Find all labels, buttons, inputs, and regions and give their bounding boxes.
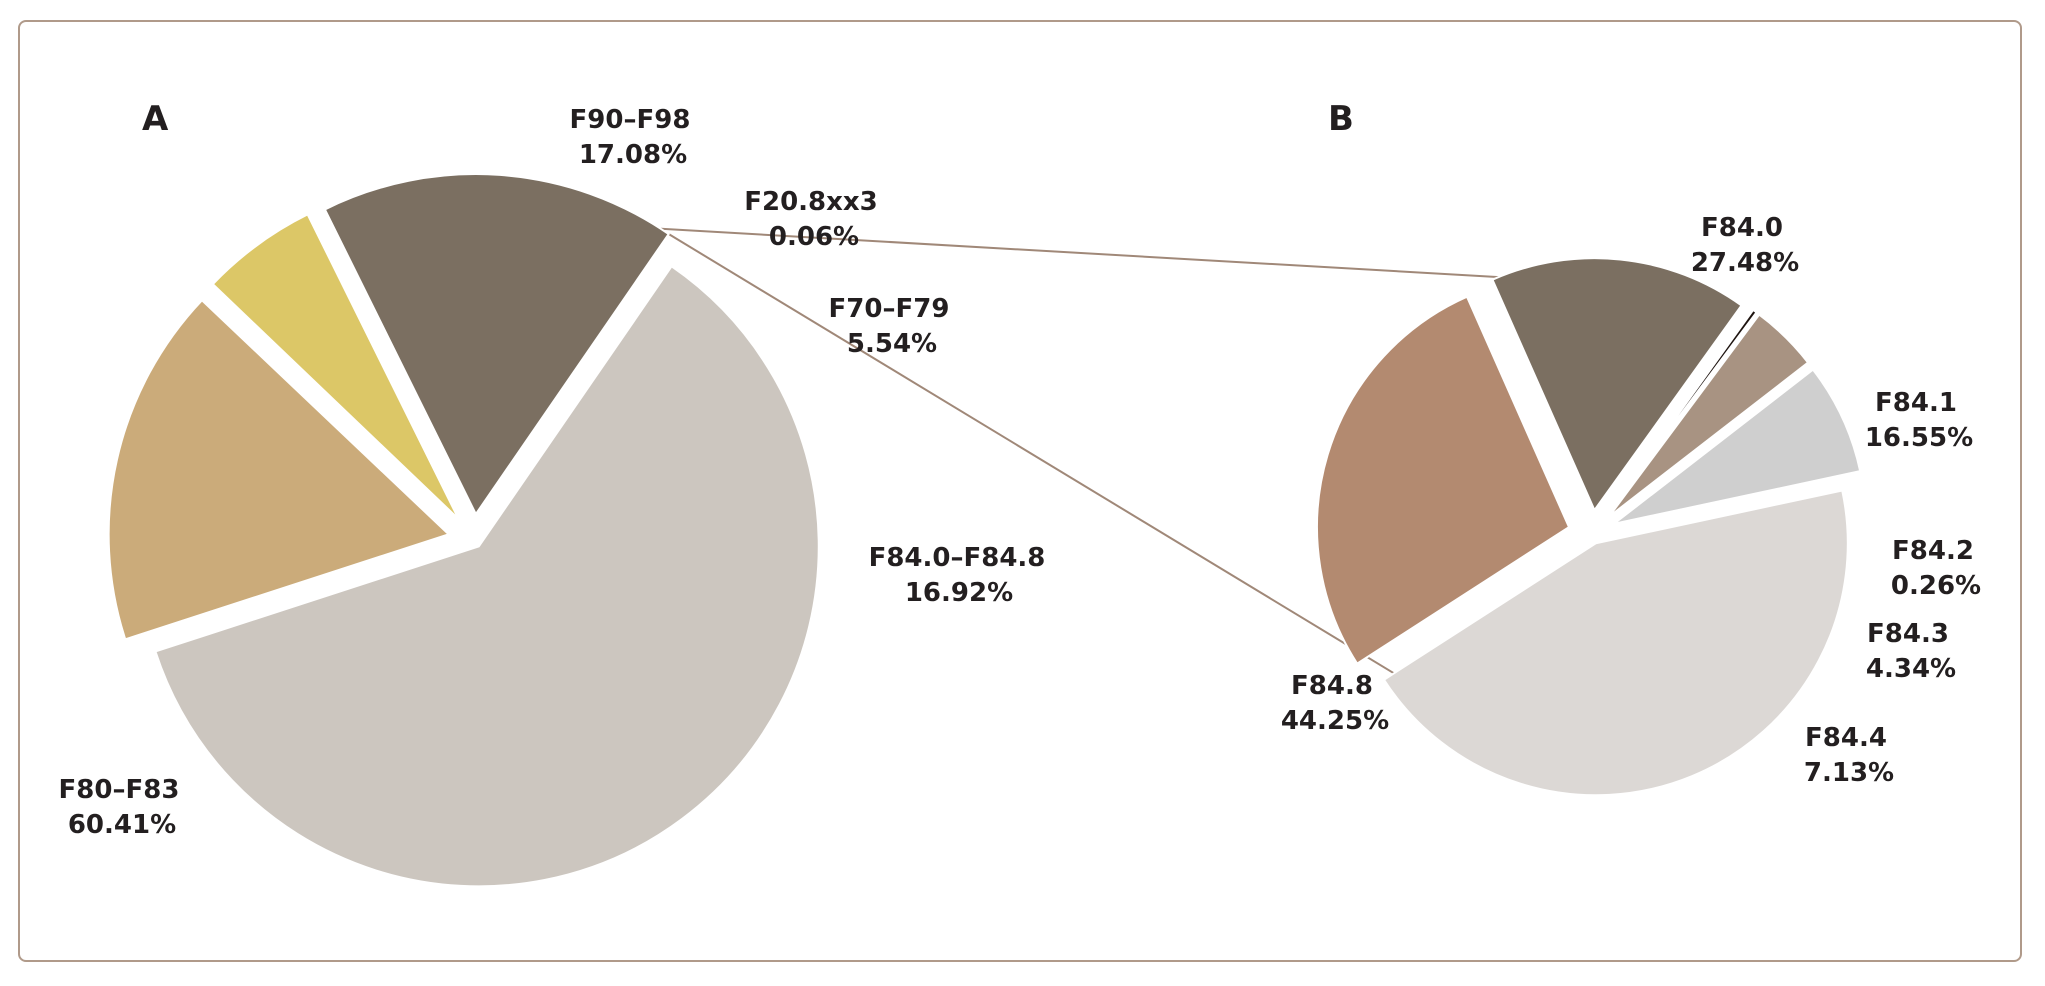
slice-label-name: F84.2 xyxy=(1892,536,1974,566)
label-b-f84-1: F84.1 16.55% xyxy=(1865,388,1973,453)
label-b-f84-2: F84.2 0.26% xyxy=(1891,536,1981,601)
slice-label-name: F84.3 xyxy=(1867,619,1949,649)
label-a-f84-0-f84-8: F84.0–F84.8 16.92% xyxy=(869,543,1046,608)
label-a-f70-f79: F70–F79 5.54% xyxy=(829,294,950,359)
slice-label-name: F80–F83 xyxy=(59,775,180,805)
slice-label-name: F70–F79 xyxy=(829,294,950,324)
slice-label-value: 5.54% xyxy=(847,329,937,359)
pie-slice-b-f84-2 xyxy=(1605,308,1758,516)
pie-slice-b-f84-0 xyxy=(1316,295,1571,666)
slice-label-value: 0.06% xyxy=(769,222,859,252)
pie-slice-a-f80-f83 xyxy=(154,264,820,888)
label-b-f84-3: F84.3 4.34% xyxy=(1866,619,1956,684)
label-a-f90-f98: F90–F98 17.08% xyxy=(570,105,691,170)
pie-slice-a-f84-0-f84-8 xyxy=(323,173,671,517)
slice-label-value: 16.92% xyxy=(905,578,1013,608)
slice-label-name: F84.0–F84.8 xyxy=(869,543,1046,573)
slice-label-value: 60.41% xyxy=(68,810,176,840)
slice-label-name: F84.1 xyxy=(1875,388,1957,418)
slice-label-value: 17.08% xyxy=(579,140,687,170)
pie-slice-b-f84-8 xyxy=(1382,489,1849,797)
slice-label-value: 16.55% xyxy=(1865,423,1973,453)
slice-label-name: F84.4 xyxy=(1805,723,1887,753)
slice-label-name: F84.0 xyxy=(1701,213,1783,243)
panel-letter-a: A xyxy=(142,99,169,139)
pie-chart-b xyxy=(1316,257,1862,797)
pie-slice-b-f84-4 xyxy=(1613,368,1862,525)
label-a-f20-8xx3: F20.8xx3 0.06% xyxy=(744,187,878,252)
pie-slice-b-f84-1 xyxy=(1491,257,1743,513)
slice-label-value: 44.25% xyxy=(1281,706,1389,736)
slice-label-value: 27.48% xyxy=(1691,248,1799,278)
label-a-f80-f83: F80–F83 60.41% xyxy=(59,775,180,840)
label-b-f84-8: F84.8 44.25% xyxy=(1281,671,1389,736)
slice-label-value: 4.34% xyxy=(1866,654,1956,684)
pie-slice-a-f70-f79 xyxy=(211,213,460,520)
slice-label-value: 0.26% xyxy=(1891,571,1981,601)
slice-label-value: 7.13% xyxy=(1804,758,1894,788)
label-b-f84-4: F84.4 7.13% xyxy=(1804,723,1894,788)
panel-letter-b: B xyxy=(1328,99,1354,139)
label-b-f84-0: F84.0 27.48% xyxy=(1691,213,1799,278)
pie-slice-a-f90-f98 xyxy=(107,298,451,641)
pie-slice-b-f84-3 xyxy=(1607,313,1810,518)
slice-label-name: F90–F98 xyxy=(570,105,691,135)
slice-label-name: F20.8xx3 xyxy=(744,187,878,217)
pie-chart-a xyxy=(107,173,820,888)
pie-slice-a-f20-8xx3 xyxy=(207,285,456,523)
slice-label-name: F84.8 xyxy=(1291,671,1373,701)
